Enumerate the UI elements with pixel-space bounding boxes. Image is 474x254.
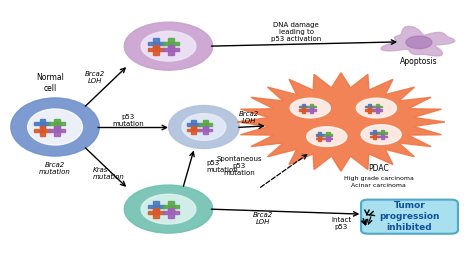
- Bar: [40, 119, 46, 129]
- Bar: [324, 138, 332, 139]
- Bar: [148, 48, 164, 51]
- Bar: [376, 104, 379, 109]
- Bar: [35, 122, 50, 125]
- Bar: [327, 132, 329, 138]
- Bar: [302, 104, 305, 109]
- Bar: [378, 136, 387, 137]
- Ellipse shape: [307, 127, 347, 147]
- Bar: [327, 136, 329, 141]
- Text: High grade carcinoma: High grade carcinoma: [344, 176, 414, 181]
- Bar: [187, 123, 200, 126]
- Polygon shape: [381, 26, 455, 56]
- Bar: [310, 104, 313, 109]
- Bar: [55, 119, 60, 129]
- Bar: [381, 134, 384, 139]
- Bar: [307, 109, 316, 111]
- Ellipse shape: [361, 125, 401, 145]
- Bar: [203, 120, 208, 129]
- Text: Tumor
progression
inhibited: Tumor progression inhibited: [379, 201, 440, 232]
- Bar: [365, 106, 374, 107]
- Bar: [153, 208, 159, 218]
- Bar: [153, 38, 159, 48]
- Bar: [319, 136, 321, 141]
- Ellipse shape: [356, 98, 397, 118]
- Bar: [35, 129, 50, 132]
- Bar: [370, 136, 379, 137]
- Text: Acinar carcinoma: Acinar carcinoma: [351, 183, 406, 188]
- Bar: [299, 106, 308, 107]
- Bar: [299, 109, 308, 111]
- Bar: [365, 109, 374, 111]
- Bar: [324, 134, 332, 136]
- Ellipse shape: [124, 185, 213, 233]
- Bar: [374, 106, 382, 107]
- Bar: [40, 126, 46, 136]
- Polygon shape: [237, 73, 445, 171]
- Text: Brca2
LOH: Brca2 LOH: [253, 212, 273, 225]
- Bar: [310, 107, 313, 113]
- Text: Normal
cell: Normal cell: [36, 73, 64, 93]
- Text: Brca2
LOH: Brca2 LOH: [85, 71, 105, 84]
- Text: Spontaneous
p53
mutation: Spontaneous p53 mutation: [217, 156, 262, 176]
- Ellipse shape: [141, 194, 196, 224]
- Ellipse shape: [27, 109, 82, 145]
- Bar: [381, 130, 384, 136]
- Bar: [191, 126, 196, 134]
- Bar: [203, 126, 208, 134]
- Text: p53
mutation: p53 mutation: [206, 160, 238, 173]
- Bar: [376, 107, 379, 113]
- Bar: [199, 129, 212, 131]
- Bar: [368, 104, 371, 109]
- Text: Intact
p53: Intact p53: [331, 217, 351, 230]
- Ellipse shape: [169, 105, 239, 149]
- Bar: [49, 122, 65, 125]
- Bar: [148, 204, 164, 208]
- Bar: [168, 201, 173, 211]
- Bar: [191, 120, 196, 129]
- Text: Kras
mutation: Kras mutation: [93, 167, 125, 180]
- Bar: [373, 134, 376, 139]
- Text: p53
mutation: p53 mutation: [112, 114, 144, 127]
- Text: DNA damage
leading to
p53 activation: DNA damage leading to p53 activation: [271, 22, 321, 42]
- Text: Apoptosis: Apoptosis: [400, 57, 438, 66]
- Bar: [49, 129, 65, 132]
- Bar: [163, 204, 179, 208]
- Bar: [199, 123, 212, 126]
- Ellipse shape: [11, 98, 99, 156]
- Bar: [163, 211, 179, 214]
- Bar: [307, 106, 316, 107]
- Bar: [319, 132, 321, 138]
- Bar: [373, 130, 376, 136]
- Bar: [168, 45, 173, 55]
- Bar: [187, 129, 200, 131]
- Ellipse shape: [290, 98, 330, 118]
- Ellipse shape: [141, 31, 196, 61]
- Bar: [163, 48, 179, 51]
- Bar: [168, 38, 173, 48]
- Ellipse shape: [406, 36, 432, 49]
- Bar: [153, 201, 159, 211]
- Text: Brca2
LOH: Brca2 LOH: [239, 111, 259, 124]
- Bar: [316, 134, 324, 136]
- Text: Brca2
mutation: Brca2 mutation: [39, 162, 71, 175]
- Bar: [378, 132, 387, 134]
- Text: PDAC: PDAC: [368, 164, 389, 173]
- Bar: [374, 109, 382, 111]
- Ellipse shape: [182, 114, 226, 140]
- Bar: [153, 45, 159, 55]
- Bar: [55, 126, 60, 136]
- Bar: [302, 107, 305, 113]
- Bar: [148, 211, 164, 214]
- Bar: [148, 42, 164, 45]
- Bar: [316, 138, 324, 139]
- Bar: [368, 107, 371, 113]
- Ellipse shape: [124, 22, 213, 70]
- Bar: [163, 42, 179, 45]
- Bar: [168, 208, 173, 218]
- Bar: [370, 132, 379, 134]
- FancyBboxPatch shape: [361, 200, 458, 234]
